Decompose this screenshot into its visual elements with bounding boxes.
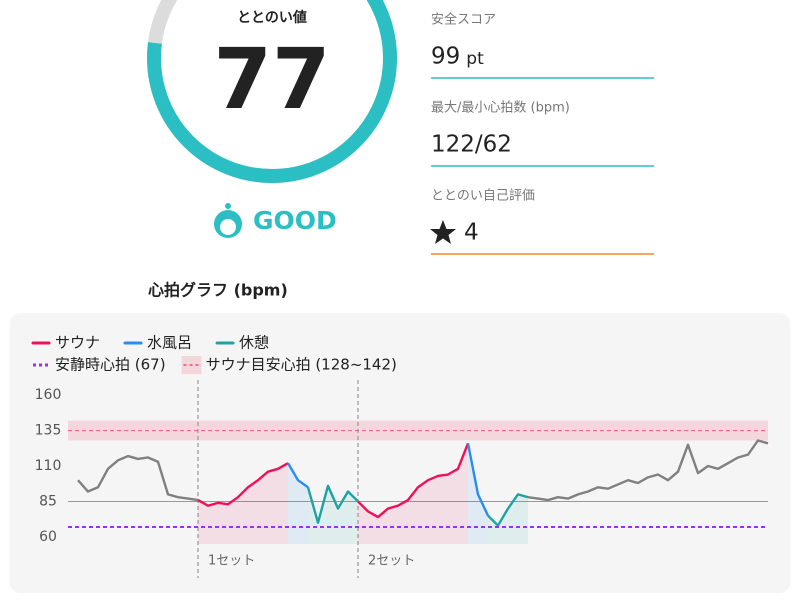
series-area <box>288 443 488 544</box>
set-label: 1セット <box>208 554 255 569</box>
legend-label: サウナ目安心拍 (128~142) <box>206 356 397 374</box>
stat-label: 最大/最小心拍数 (bpm) <box>431 101 570 116</box>
set-label: 2セット <box>368 554 415 569</box>
score-value: 77 <box>214 30 331 128</box>
y-tick-label: 160 <box>35 387 62 403</box>
series-line <box>77 439 769 502</box>
legend-label: 水風呂 <box>147 334 192 352</box>
y-tick-label: 85 <box>39 493 57 509</box>
y-tick-label: 135 <box>35 423 62 439</box>
y-tick-label: 110 <box>35 458 62 474</box>
series-line <box>306 484 529 527</box>
series-line <box>197 442 470 519</box>
star-icon <box>430 220 456 244</box>
stat-label: 安全スコア <box>431 12 496 28</box>
chart-card <box>10 313 790 593</box>
stat-label: ととのい自己評価 <box>431 189 535 204</box>
gauge-arc <box>147 0 397 183</box>
y-tick-label: 60 <box>39 529 57 545</box>
status-icon <box>214 203 242 238</box>
score-label: ととのい値 <box>237 9 307 26</box>
status-text: GOOD <box>253 206 337 235</box>
series-line <box>286 443 490 517</box>
chart-title: 心拍グラフ (bpm) <box>148 281 288 300</box>
stat-value: 4 <box>464 220 479 246</box>
series-area <box>198 443 468 544</box>
legend-label: 安静時心拍 (67) <box>55 356 166 374</box>
legend-label: 休憩 <box>239 334 269 352</box>
stat-unit: pt <box>466 49 484 69</box>
legend-label: サウナ <box>55 334 100 352</box>
stat-value: 99 <box>431 44 460 70</box>
stat-value: 122/62 <box>431 132 512 158</box>
